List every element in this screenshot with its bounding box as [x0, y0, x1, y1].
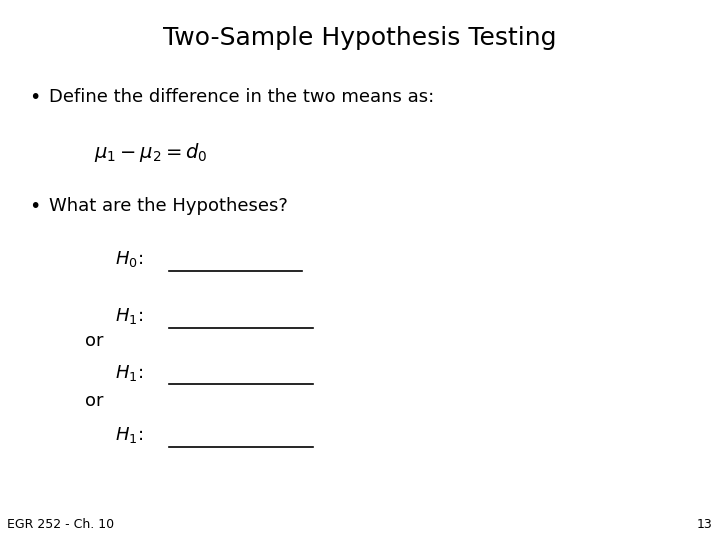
Text: EGR 252 - Ch. 10: EGR 252 - Ch. 10 — [7, 518, 114, 531]
Text: What are the Hypotheses?: What are the Hypotheses? — [49, 197, 288, 215]
Text: $H_1$:: $H_1$: — [115, 424, 145, 445]
Text: or: or — [85, 332, 104, 350]
Text: $\mu_1 - \mu_2 = d_0$: $\mu_1 - \mu_2 = d_0$ — [94, 141, 207, 164]
Text: $H_1$:: $H_1$: — [115, 362, 145, 383]
Text: Define the difference in the two means as:: Define the difference in the two means a… — [49, 88, 434, 106]
Text: $H_1$:: $H_1$: — [115, 306, 145, 326]
Text: $H_0$:: $H_0$: — [115, 249, 145, 269]
Text: •: • — [29, 197, 40, 216]
Text: Two-Sample Hypothesis Testing: Two-Sample Hypothesis Testing — [163, 26, 557, 50]
Text: •: • — [29, 87, 40, 107]
Text: 13: 13 — [697, 518, 713, 531]
Text: or: or — [85, 392, 104, 410]
